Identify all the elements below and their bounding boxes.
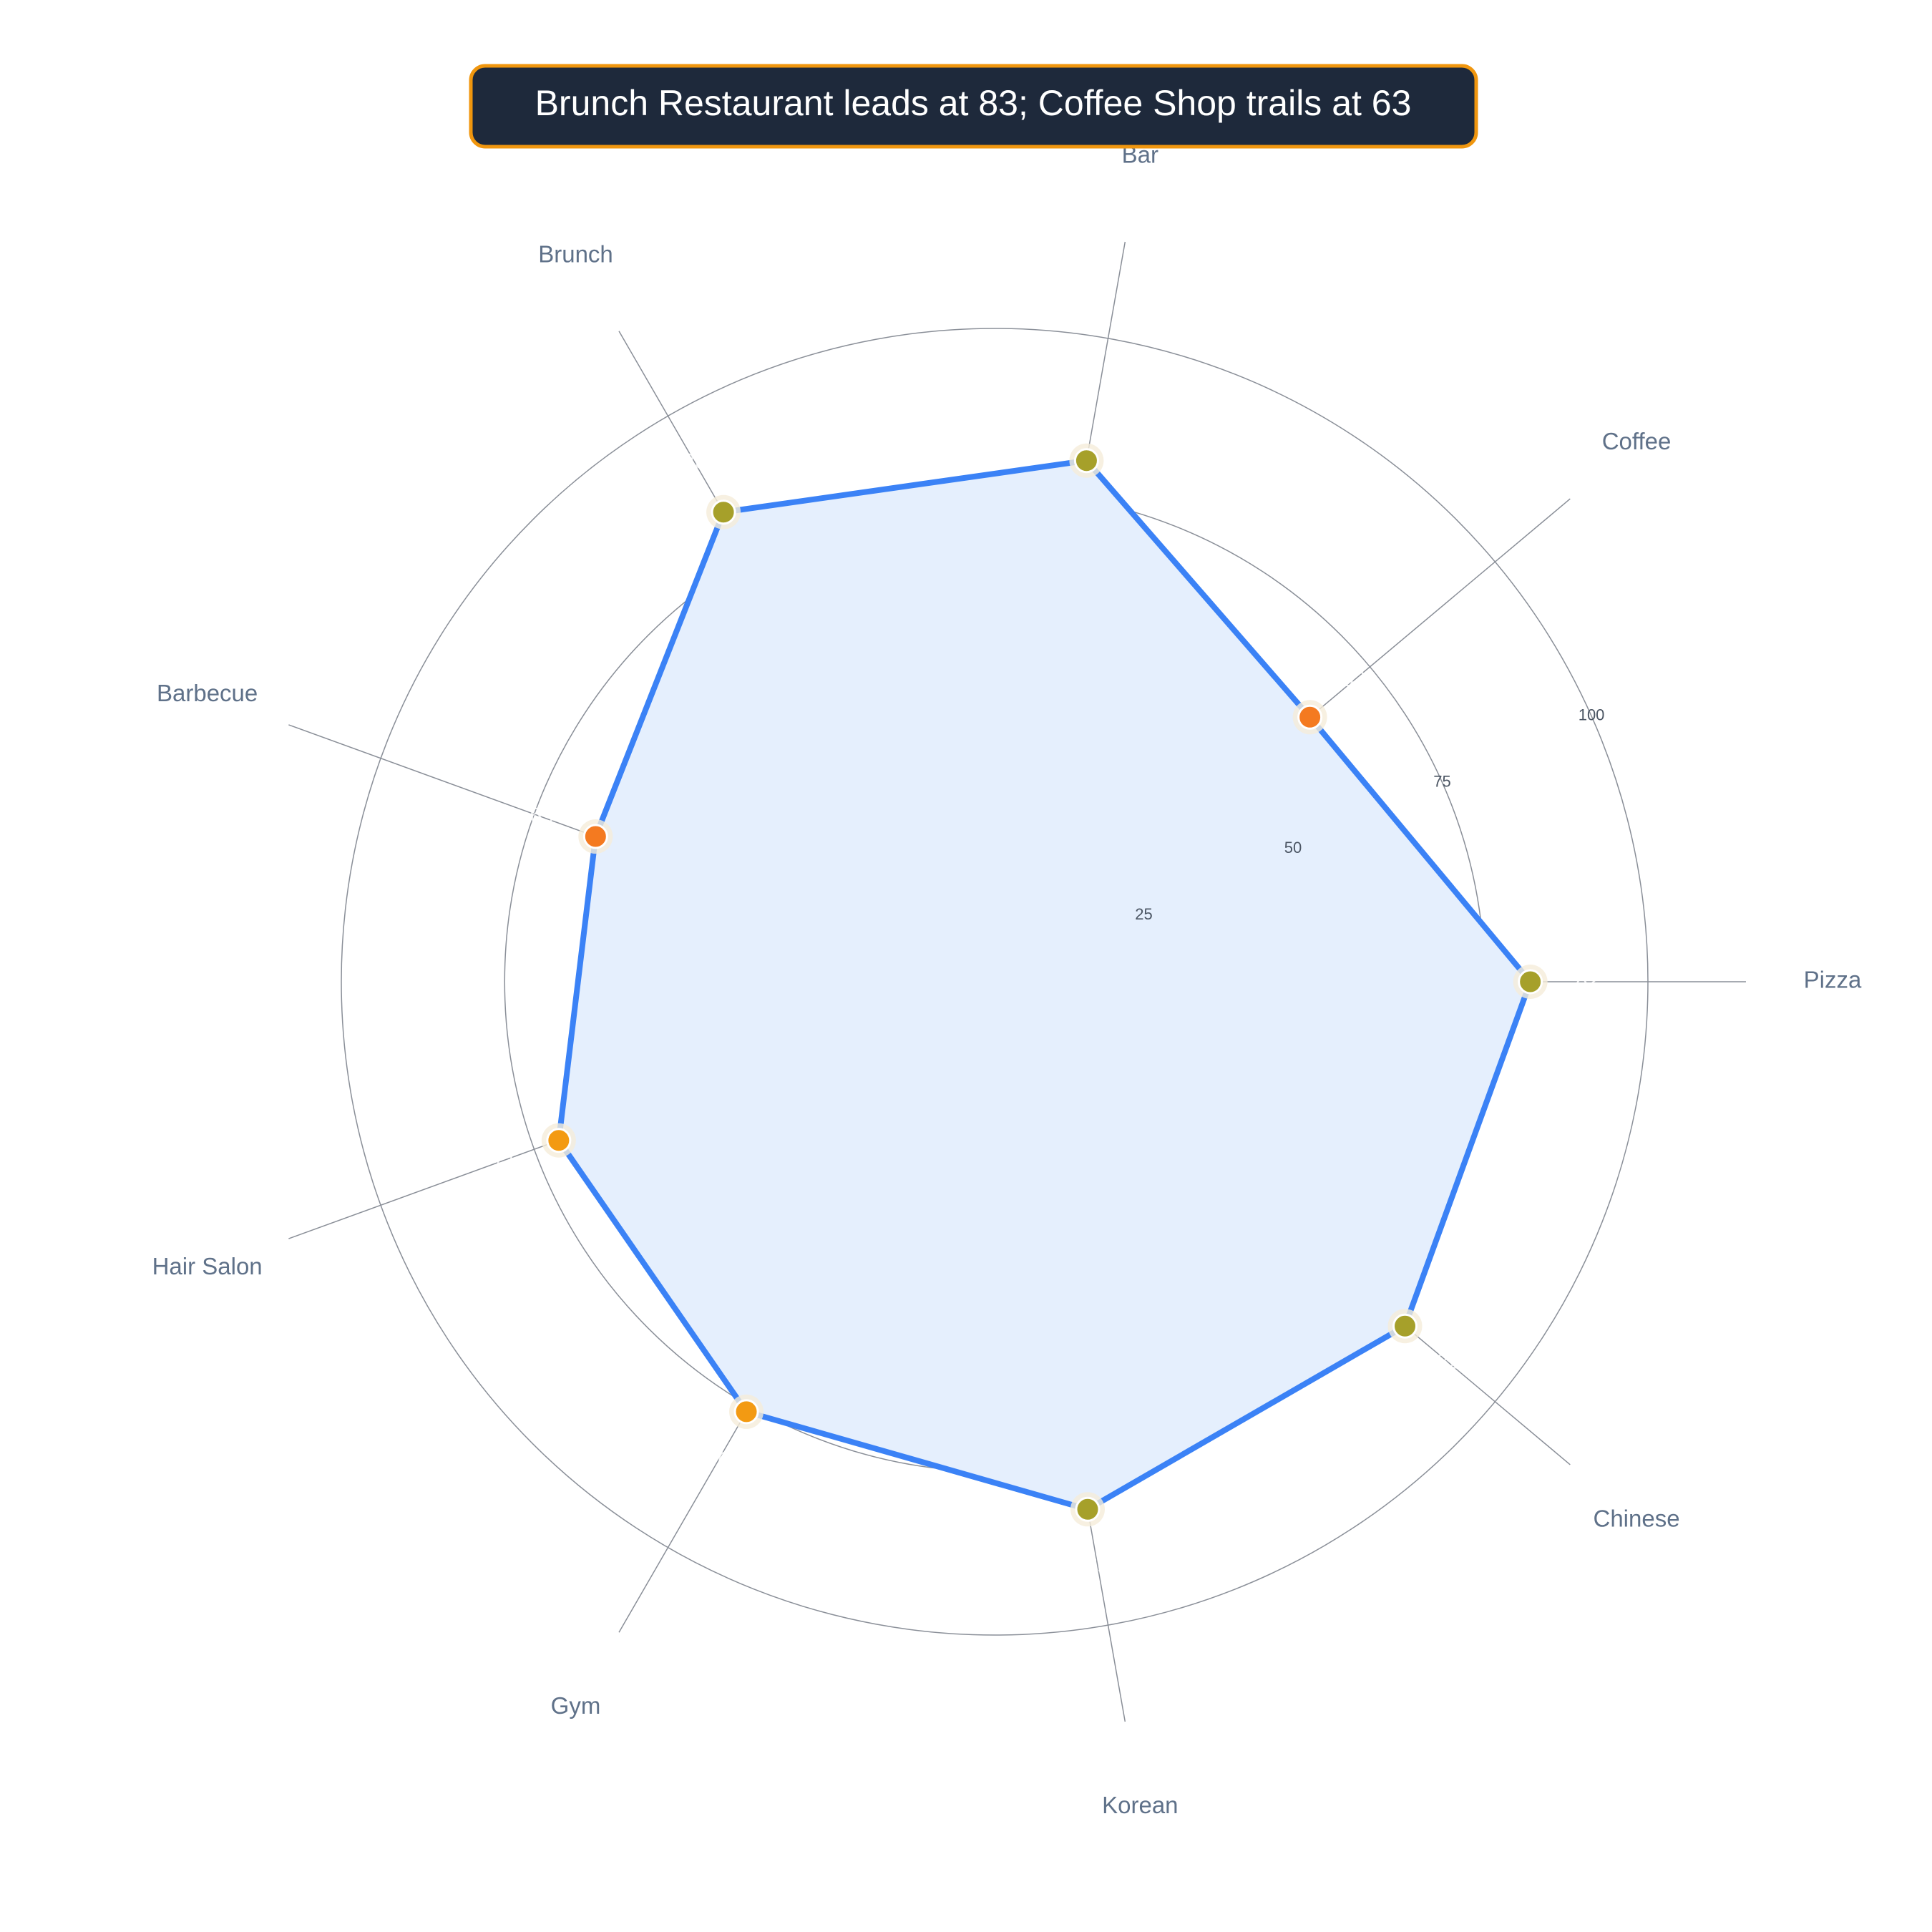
category-label: Pizza (1804, 967, 1862, 993)
r-tick-label: 75 (1433, 772, 1450, 790)
chart-title: Brunch Restaurant leads at 83; Coffee Sh… (535, 83, 1412, 123)
data-point (1073, 448, 1099, 474)
value-label: 76 (706, 1448, 729, 1472)
category-label: Brunch (538, 241, 613, 268)
r-tick-label: 50 (1284, 839, 1302, 857)
r-tick-label: 25 (1135, 905, 1152, 923)
value-label: 83 (683, 449, 706, 473)
value-label: 82 (1576, 969, 1599, 992)
category-label: Chinese (1593, 1505, 1679, 1531)
value-label: 63 (1342, 668, 1365, 691)
data-point (582, 824, 608, 849)
radar-area (558, 460, 1531, 1510)
value-label: 71 (493, 1147, 517, 1171)
title-box (469, 64, 1478, 149)
value-label: 65 (530, 804, 553, 828)
data-point (1075, 1496, 1101, 1522)
value-label: 82 (1085, 1553, 1109, 1576)
r-tick-label: 100 (1579, 706, 1605, 723)
category-label: Barbecue (157, 680, 258, 706)
category-label: Korean (1102, 1792, 1178, 1818)
data-point (546, 1128, 572, 1153)
data-point (711, 499, 736, 525)
radar-line (555, 457, 1533, 1513)
data-point (1297, 704, 1323, 730)
value-label: 81 (1085, 391, 1108, 415)
value-label: 82 (1437, 1350, 1460, 1374)
data-point (733, 1399, 759, 1425)
category-label: Gym (551, 1692, 601, 1719)
category-label: Coffee (1602, 428, 1672, 454)
category-label: Hair Salon (152, 1253, 263, 1279)
data-point (1518, 969, 1543, 995)
data-point (1392, 1313, 1418, 1339)
